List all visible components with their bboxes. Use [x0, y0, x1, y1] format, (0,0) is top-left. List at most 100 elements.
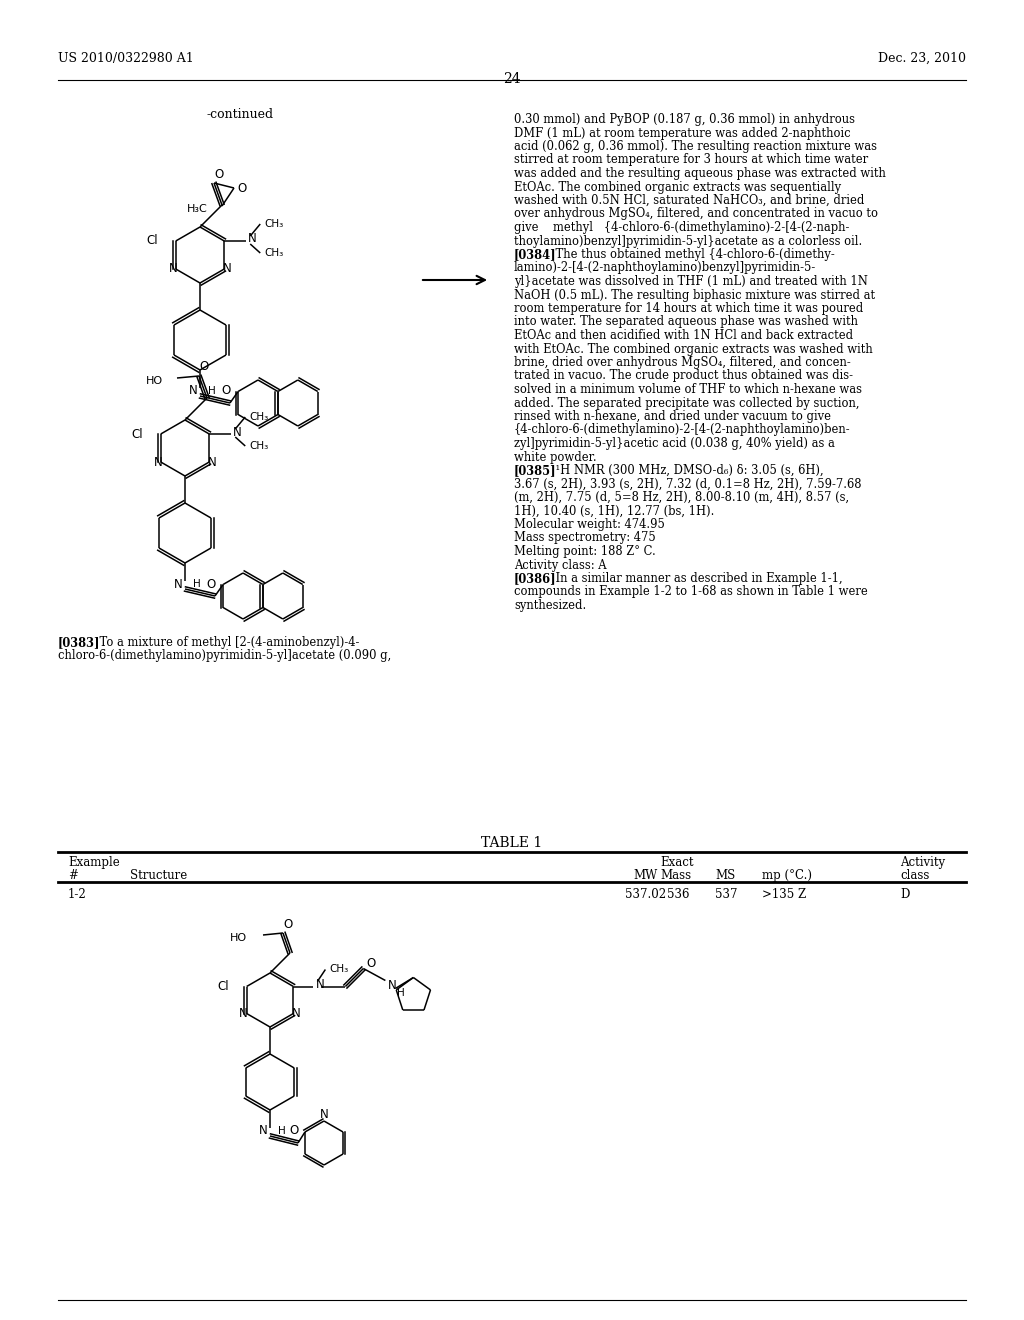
Text: stirred at room temperature for 3 hours at which time water: stirred at room temperature for 3 hours … [514, 153, 868, 166]
Text: 3.67 (s, 2H), 3.93 (s, 2H), 7.32 (d, 0.1=8 Hz, 2H), 7.59-7.68: 3.67 (s, 2H), 3.93 (s, 2H), 7.32 (d, 0.1… [514, 478, 861, 491]
Text: To a mixture of methyl [2-(4-aminobenzyl)-4-: To a mixture of methyl [2-(4-aminobenzyl… [85, 636, 359, 649]
Text: DMF (1 mL) at room temperature was added 2-naphthoic: DMF (1 mL) at room temperature was added… [514, 127, 851, 140]
Text: H₃C: H₃C [187, 205, 208, 214]
Text: into water. The separated aqueous phase was washed with: into water. The separated aqueous phase … [514, 315, 858, 329]
Text: Activity: Activity [900, 855, 945, 869]
Text: H: H [193, 579, 201, 589]
Text: Cl: Cl [217, 979, 228, 993]
Text: Exact: Exact [660, 855, 693, 869]
Text: N: N [189, 384, 198, 397]
Text: O: O [367, 957, 376, 970]
Text: O: O [290, 1125, 299, 1138]
Text: CH₃: CH₃ [264, 248, 284, 257]
Text: brine, dried over anhydrous MgSO₄, filtered, and concen-: brine, dried over anhydrous MgSO₄, filte… [514, 356, 851, 370]
Text: Dec. 23, 2010: Dec. 23, 2010 [878, 51, 966, 65]
Text: compounds in Example 1-2 to 1-68 as shown in Table 1 were: compounds in Example 1-2 to 1-68 as show… [514, 586, 867, 598]
Text: was added and the resulting aqueous phase was extracted with: was added and the resulting aqueous phas… [514, 168, 886, 180]
Text: US 2010/0322980 A1: US 2010/0322980 A1 [58, 51, 194, 65]
Text: Mass: Mass [660, 869, 691, 882]
Text: over anhydrous MgSO₄, filtered, and concentrated in vacuo to: over anhydrous MgSO₄, filtered, and conc… [514, 207, 878, 220]
Text: Melting point: 188 Z° C.: Melting point: 188 Z° C. [514, 545, 655, 558]
Text: N: N [154, 455, 162, 469]
Text: Example: Example [68, 855, 120, 869]
Text: CH₃: CH₃ [249, 412, 268, 422]
Text: yl}acetate was dissolved in THF (1 mL) and treated with 1N: yl}acetate was dissolved in THF (1 mL) a… [514, 275, 868, 288]
Text: rinsed with n-hexane, and dried under vacuum to give: rinsed with n-hexane, and dried under va… [514, 411, 831, 422]
Text: room temperature for 14 hours at which time it was poured: room temperature for 14 hours at which t… [514, 302, 863, 315]
Text: O: O [237, 181, 246, 194]
Text: 537: 537 [715, 888, 737, 902]
Text: D: D [900, 888, 909, 902]
Text: acid (0.062 g, 0.36 mmol). The resulting reaction mixture was: acid (0.062 g, 0.36 mmol). The resulting… [514, 140, 877, 153]
Text: Cl: Cl [131, 428, 142, 441]
Text: -continued: -continued [207, 108, 273, 121]
Text: (m, 2H), 7.75 (d, 5=8 Hz, 2H), 8.00-8.10 (m, 4H), 8.57 (s,: (m, 2H), 7.75 (d, 5=8 Hz, 2H), 8.00-8.10… [514, 491, 849, 504]
Text: Cl: Cl [146, 235, 158, 248]
Text: lamino)-2-[4-(2-naphthoylamino)benzyl]pyrimidin-5-: lamino)-2-[4-(2-naphthoylamino)benzyl]py… [514, 261, 816, 275]
Text: washed with 0.5N HCl, saturated NaHCO₃, and brine, dried: washed with 0.5N HCl, saturated NaHCO₃, … [514, 194, 864, 207]
Text: EtOAc. The combined organic extracts was sequentially: EtOAc. The combined organic extracts was… [514, 181, 841, 194]
Text: MW: MW [633, 869, 657, 882]
Text: Structure: Structure [130, 869, 187, 882]
Text: {4-chloro-6-(dimethylamino)-2-[4-(2-naphthoylamino)ben-: {4-chloro-6-(dimethylamino)-2-[4-(2-naph… [514, 424, 851, 437]
Text: CH₃: CH₃ [330, 965, 348, 974]
Text: solved in a minimum volume of THF to which n-hexane was: solved in a minimum volume of THF to whi… [514, 383, 862, 396]
Text: [0383]: [0383] [58, 636, 100, 649]
Text: TABLE 1: TABLE 1 [481, 836, 543, 850]
Text: O: O [284, 917, 293, 931]
Text: thoylamino)benzyl]pyrimidin-5-yl}acetate as a colorless oil.: thoylamino)benzyl]pyrimidin-5-yl}acetate… [514, 235, 862, 248]
Text: O: O [214, 168, 223, 181]
Text: NaOH (0.5 mL). The resulting biphasic mixture was stirred at: NaOH (0.5 mL). The resulting biphasic mi… [514, 289, 876, 301]
Text: HO: HO [229, 933, 247, 942]
Text: added. The separated precipitate was collected by suction,: added. The separated precipitate was col… [514, 396, 859, 409]
Text: white powder.: white powder. [514, 450, 597, 463]
Text: class: class [900, 869, 930, 882]
Text: N: N [387, 979, 396, 993]
Text: N: N [223, 263, 231, 276]
Text: CH₃: CH₃ [249, 441, 268, 451]
Text: chloro-6-(dimethylamino)pyrimidin-5-yl]acetate (0.090 g,: chloro-6-(dimethylamino)pyrimidin-5-yl]a… [58, 649, 391, 663]
Text: CH₃: CH₃ [264, 219, 284, 228]
Text: 24: 24 [503, 73, 521, 86]
Text: N: N [292, 1007, 301, 1020]
Text: N: N [259, 1125, 268, 1138]
Text: HO: HO [145, 376, 163, 385]
Text: O: O [207, 578, 216, 590]
Text: N: N [248, 232, 257, 246]
Text: O: O [200, 360, 209, 374]
Text: N: N [174, 578, 183, 590]
Text: N: N [240, 1007, 248, 1020]
Text: 536: 536 [667, 888, 689, 902]
Text: Activity class: A: Activity class: A [514, 558, 606, 572]
Text: Molecular weight: 474.95: Molecular weight: 474.95 [514, 517, 665, 531]
Text: The thus obtained methyl {4-chloro-6-(dimethy-: The thus obtained methyl {4-chloro-6-(di… [542, 248, 835, 261]
Text: ¹H NMR (300 MHz, DMSO-d₆) δ: 3.05 (s, 6H),: ¹H NMR (300 MHz, DMSO-d₆) δ: 3.05 (s, 6H… [542, 465, 824, 477]
Text: >135 Z: >135 Z [762, 888, 806, 902]
Text: N: N [319, 1107, 329, 1121]
Text: N: N [315, 978, 325, 991]
Text: give    methyl   {4-chloro-6-(dimethylamino)-2-[4-(2-naph-: give methyl {4-chloro-6-(dimethylamino)-… [514, 220, 849, 234]
Text: 537.02: 537.02 [625, 888, 667, 902]
Text: O: O [221, 384, 230, 397]
Text: [0384]: [0384] [514, 248, 557, 261]
Text: 1-2: 1-2 [68, 888, 87, 902]
Text: N: N [233, 425, 242, 438]
Text: trated in vacuo. The crude product thus obtained was dis-: trated in vacuo. The crude product thus … [514, 370, 853, 383]
Text: MS: MS [715, 869, 735, 882]
Text: with EtOAc. The combined organic extracts was washed with: with EtOAc. The combined organic extract… [514, 342, 872, 355]
Text: 1H), 10.40 (s, 1H), 12.77 (bs, 1H).: 1H), 10.40 (s, 1H), 12.77 (bs, 1H). [514, 504, 715, 517]
Text: EtOAc and then acidified with 1N HCl and back extracted: EtOAc and then acidified with 1N HCl and… [514, 329, 853, 342]
Text: #: # [68, 869, 78, 882]
Text: N: N [168, 263, 177, 276]
Text: H: H [397, 987, 406, 998]
Text: H: H [278, 1126, 286, 1137]
Text: H: H [208, 385, 216, 396]
Text: synthesized.: synthesized. [514, 599, 587, 612]
Text: mp (°C.): mp (°C.) [762, 869, 812, 882]
Text: N: N [208, 455, 217, 469]
Text: zyl]pyrimidin-5-yl}acetic acid (0.038 g, 40% yield) as a: zyl]pyrimidin-5-yl}acetic acid (0.038 g,… [514, 437, 835, 450]
Text: 0.30 mmol) and PyBOP (0.187 g, 0.36 mmol) in anhydrous: 0.30 mmol) and PyBOP (0.187 g, 0.36 mmol… [514, 114, 855, 125]
Text: Mass spectrometry: 475: Mass spectrometry: 475 [514, 532, 655, 544]
Text: In a similar manner as described in Example 1-1,: In a similar manner as described in Exam… [542, 572, 843, 585]
Text: [0386]: [0386] [514, 572, 557, 585]
